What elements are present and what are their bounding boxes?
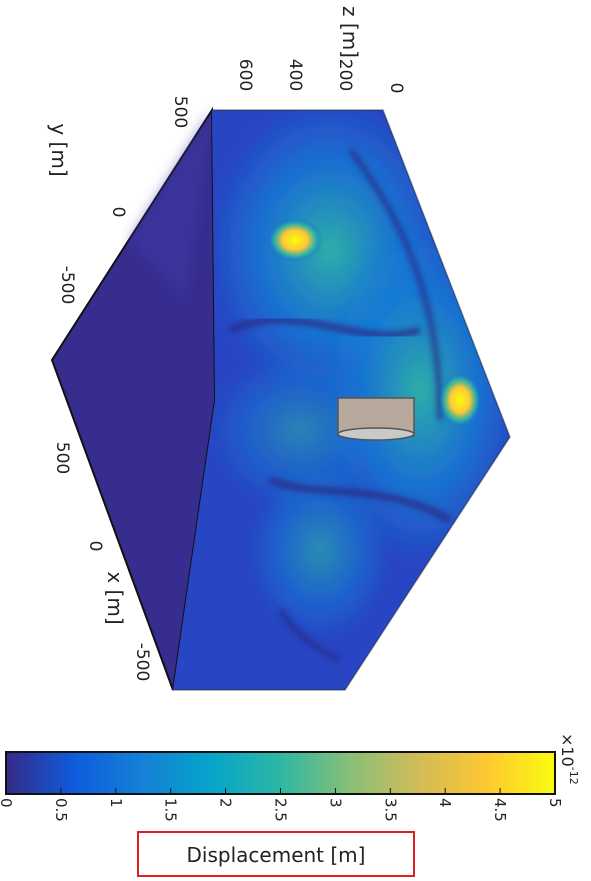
colorbar-tick-label: 3 bbox=[326, 798, 344, 808]
colorbar-tick-label: 1 bbox=[107, 798, 125, 808]
axis-tick-y: -500 bbox=[57, 266, 77, 305]
colorbar-tick-label: 1.5 bbox=[162, 798, 180, 822]
colorbar-tick-label: 0.5 bbox=[52, 798, 70, 822]
axis-tick-z: 0 bbox=[386, 83, 406, 94]
side-face-shade bbox=[130, 110, 212, 300]
axis-label-x: x [m] bbox=[103, 571, 127, 624]
axis-tick-z: 600 bbox=[235, 59, 255, 91]
colorbar-tick-label: 2 bbox=[217, 798, 235, 808]
colorbar-tick-label: 3.5 bbox=[381, 798, 399, 822]
colorbar-tick-label: 5 bbox=[546, 798, 564, 808]
axis-tick-x: -500 bbox=[132, 643, 152, 682]
axis-tick-z: 200 bbox=[335, 59, 355, 91]
colorbar-tick-label: 4 bbox=[436, 798, 454, 808]
label-highlight-box bbox=[137, 831, 415, 877]
colorbar-tick-label: 2.5 bbox=[272, 798, 290, 822]
colorbar-label: Displacement [m] bbox=[187, 843, 366, 867]
colorbar bbox=[5, 751, 556, 795]
axis-label-y: y [m] bbox=[47, 123, 71, 176]
axis-tick-y: 500 bbox=[170, 96, 190, 128]
axis-tick-z: 400 bbox=[285, 59, 305, 91]
axis-tick-y: 0 bbox=[108, 207, 128, 218]
upper-face-outline bbox=[173, 109, 511, 691]
axis-tick-x: 500 bbox=[52, 442, 72, 474]
cylinder-object bbox=[337, 397, 415, 441]
peak-primary bbox=[267, 218, 323, 262]
colorbar-ticks: 0 0.5 1 1.5 2 2.5 3 3.5 4 4.5 5 bbox=[0, 788, 564, 822]
colorbar-tick-label: 0 bbox=[0, 798, 15, 808]
axis-tick-x: 0 bbox=[85, 541, 105, 552]
peak-secondary bbox=[438, 372, 482, 428]
colorbar-exponent: ×10-12 bbox=[558, 733, 580, 785]
colorbar-tick-label: 4.5 bbox=[491, 798, 509, 822]
axis-label-z: z [m] bbox=[338, 6, 362, 58]
